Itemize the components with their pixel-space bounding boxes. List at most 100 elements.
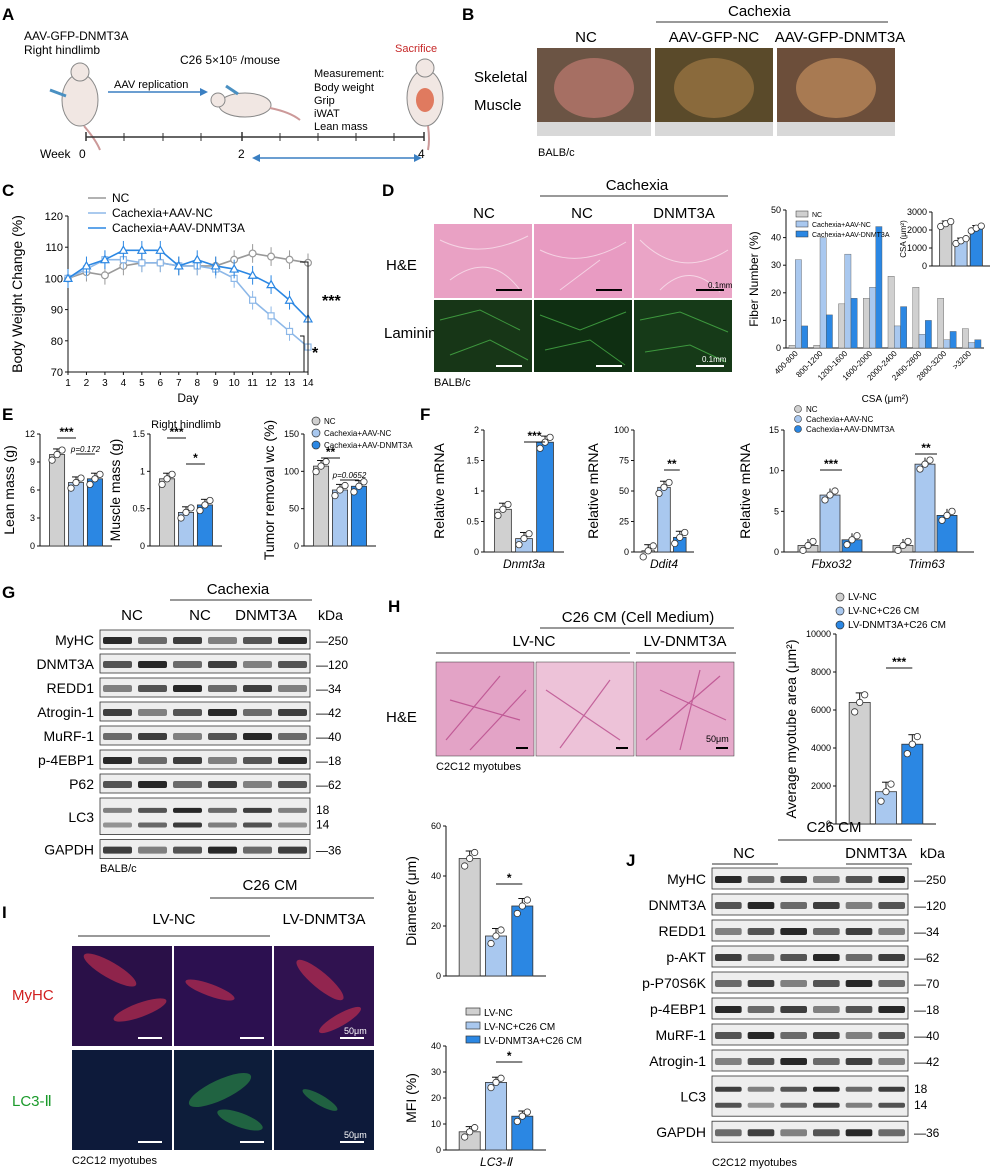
bar bbox=[819, 494, 841, 553]
legend-label: LV-NC bbox=[848, 592, 877, 603]
c26-header: C26 CM (Cell Medium) bbox=[562, 609, 715, 626]
blot-band bbox=[878, 954, 905, 961]
panel-letter-e: E bbox=[2, 405, 13, 424]
blot-band bbox=[845, 1102, 873, 1108]
blot-band bbox=[747, 876, 775, 883]
blot-band bbox=[813, 980, 840, 987]
y-tick-label: 0 bbox=[436, 1145, 441, 1155]
significance-label: * bbox=[312, 345, 319, 362]
y-tick-label: 50 bbox=[619, 486, 629, 496]
data-point bbox=[856, 698, 864, 707]
week-tick: 0 bbox=[79, 147, 86, 161]
data-point bbox=[504, 500, 512, 509]
band-size: —62 bbox=[914, 951, 940, 965]
data-point bbox=[518, 902, 526, 910]
blot-band bbox=[208, 822, 237, 828]
significance-label: ** bbox=[667, 457, 677, 471]
blot-strip bbox=[99, 701, 311, 722]
panel-letter-i: I bbox=[2, 903, 7, 922]
group-label: NC bbox=[189, 607, 211, 624]
y-tick-label: 1.5 bbox=[466, 456, 479, 466]
significance-label: *** bbox=[170, 425, 184, 439]
x-tick-label: 13 bbox=[284, 378, 296, 389]
panel-b: B Cachexia NC AAV-GFP-NC AAV-GFP-DNMT3A … bbox=[462, 3, 905, 159]
legend-label: LV-NC bbox=[484, 1008, 513, 1019]
bar bbox=[826, 314, 833, 349]
significance-label: *** bbox=[824, 457, 838, 471]
band-label: MyHC bbox=[667, 871, 706, 887]
blot-band bbox=[747, 1006, 775, 1013]
mouse-icon bbox=[210, 84, 301, 121]
data-point bbox=[173, 260, 184, 270]
blot-band bbox=[780, 1086, 807, 1092]
blot-band bbox=[208, 685, 237, 692]
row-label: Skeletal bbox=[474, 69, 527, 86]
legend-swatch bbox=[311, 440, 321, 450]
data-point bbox=[487, 939, 495, 948]
data-point bbox=[877, 797, 885, 805]
legend-label: Cachexia+AAV-NC bbox=[324, 429, 391, 438]
data-point bbox=[341, 481, 349, 490]
y-tick-label: 50 bbox=[289, 504, 299, 514]
cachexia-header: Cachexia bbox=[606, 177, 669, 194]
data-point bbox=[91, 475, 99, 483]
data-point bbox=[466, 854, 474, 863]
data-point bbox=[681, 528, 689, 537]
blot-band bbox=[780, 1032, 807, 1039]
y-tick-label: 50 bbox=[771, 205, 781, 215]
y-tick-label: 2000 bbox=[907, 225, 927, 235]
y-tick-label: 100 bbox=[614, 425, 629, 435]
panel-letter-b: B bbox=[462, 5, 474, 24]
x-tick-label: Trim63 bbox=[908, 557, 945, 571]
data-point bbox=[947, 217, 955, 226]
data-point bbox=[977, 222, 985, 230]
blot-band bbox=[208, 733, 237, 740]
data-point bbox=[100, 271, 109, 280]
x-tick-label: 9 bbox=[213, 378, 219, 389]
blot-band bbox=[173, 709, 202, 716]
data-point bbox=[461, 1133, 469, 1141]
y-tick-label: 15 bbox=[769, 425, 779, 435]
data-point bbox=[187, 504, 195, 512]
bar bbox=[939, 223, 953, 267]
blot-band bbox=[138, 637, 167, 644]
aav-label: AAV-GFP-DNMT3A bbox=[24, 29, 128, 43]
y-tick-label: 4000 bbox=[811, 743, 831, 753]
blot-band bbox=[208, 757, 237, 764]
significance-label: * bbox=[507, 1049, 512, 1063]
blot-band bbox=[845, 954, 873, 961]
y-tick-label: 10000 bbox=[806, 629, 831, 639]
data-point bbox=[487, 1084, 495, 1092]
data-point bbox=[861, 691, 869, 699]
data-point bbox=[201, 501, 209, 509]
blot-band bbox=[878, 1129, 905, 1137]
data-point bbox=[155, 245, 166, 254]
chart-mfi: 0 10 20 30 40 MFI (%) LC3-Ⅱ * LV-NC LV-NC+C26 CM L… bbox=[403, 1007, 582, 1169]
blot-band bbox=[878, 1006, 905, 1013]
y-tick-label: 10 bbox=[769, 466, 779, 476]
blot-band bbox=[780, 1129, 807, 1137]
data-point bbox=[53, 450, 61, 459]
blot-band bbox=[278, 781, 307, 788]
band-label: GAPDH bbox=[44, 842, 94, 858]
data-point bbox=[938, 516, 946, 524]
blot-band bbox=[813, 902, 840, 909]
blot-band bbox=[173, 846, 202, 854]
lc3-if-image bbox=[72, 1050, 172, 1150]
blot-band bbox=[780, 954, 807, 961]
blot-band bbox=[103, 807, 132, 813]
data-point bbox=[285, 255, 294, 264]
data-point bbox=[312, 468, 320, 476]
bar bbox=[875, 791, 897, 825]
band-label: p-P70S6K bbox=[642, 975, 706, 991]
band-size: —18 bbox=[316, 754, 342, 768]
blot-strip bbox=[99, 797, 311, 835]
y-tick-label: 1.5 bbox=[132, 429, 145, 439]
bar bbox=[918, 334, 926, 349]
y-tick-label: 0 bbox=[624, 547, 629, 557]
blot-band bbox=[715, 1102, 742, 1108]
series-line bbox=[67, 249, 309, 320]
legend-swatch bbox=[794, 415, 802, 423]
